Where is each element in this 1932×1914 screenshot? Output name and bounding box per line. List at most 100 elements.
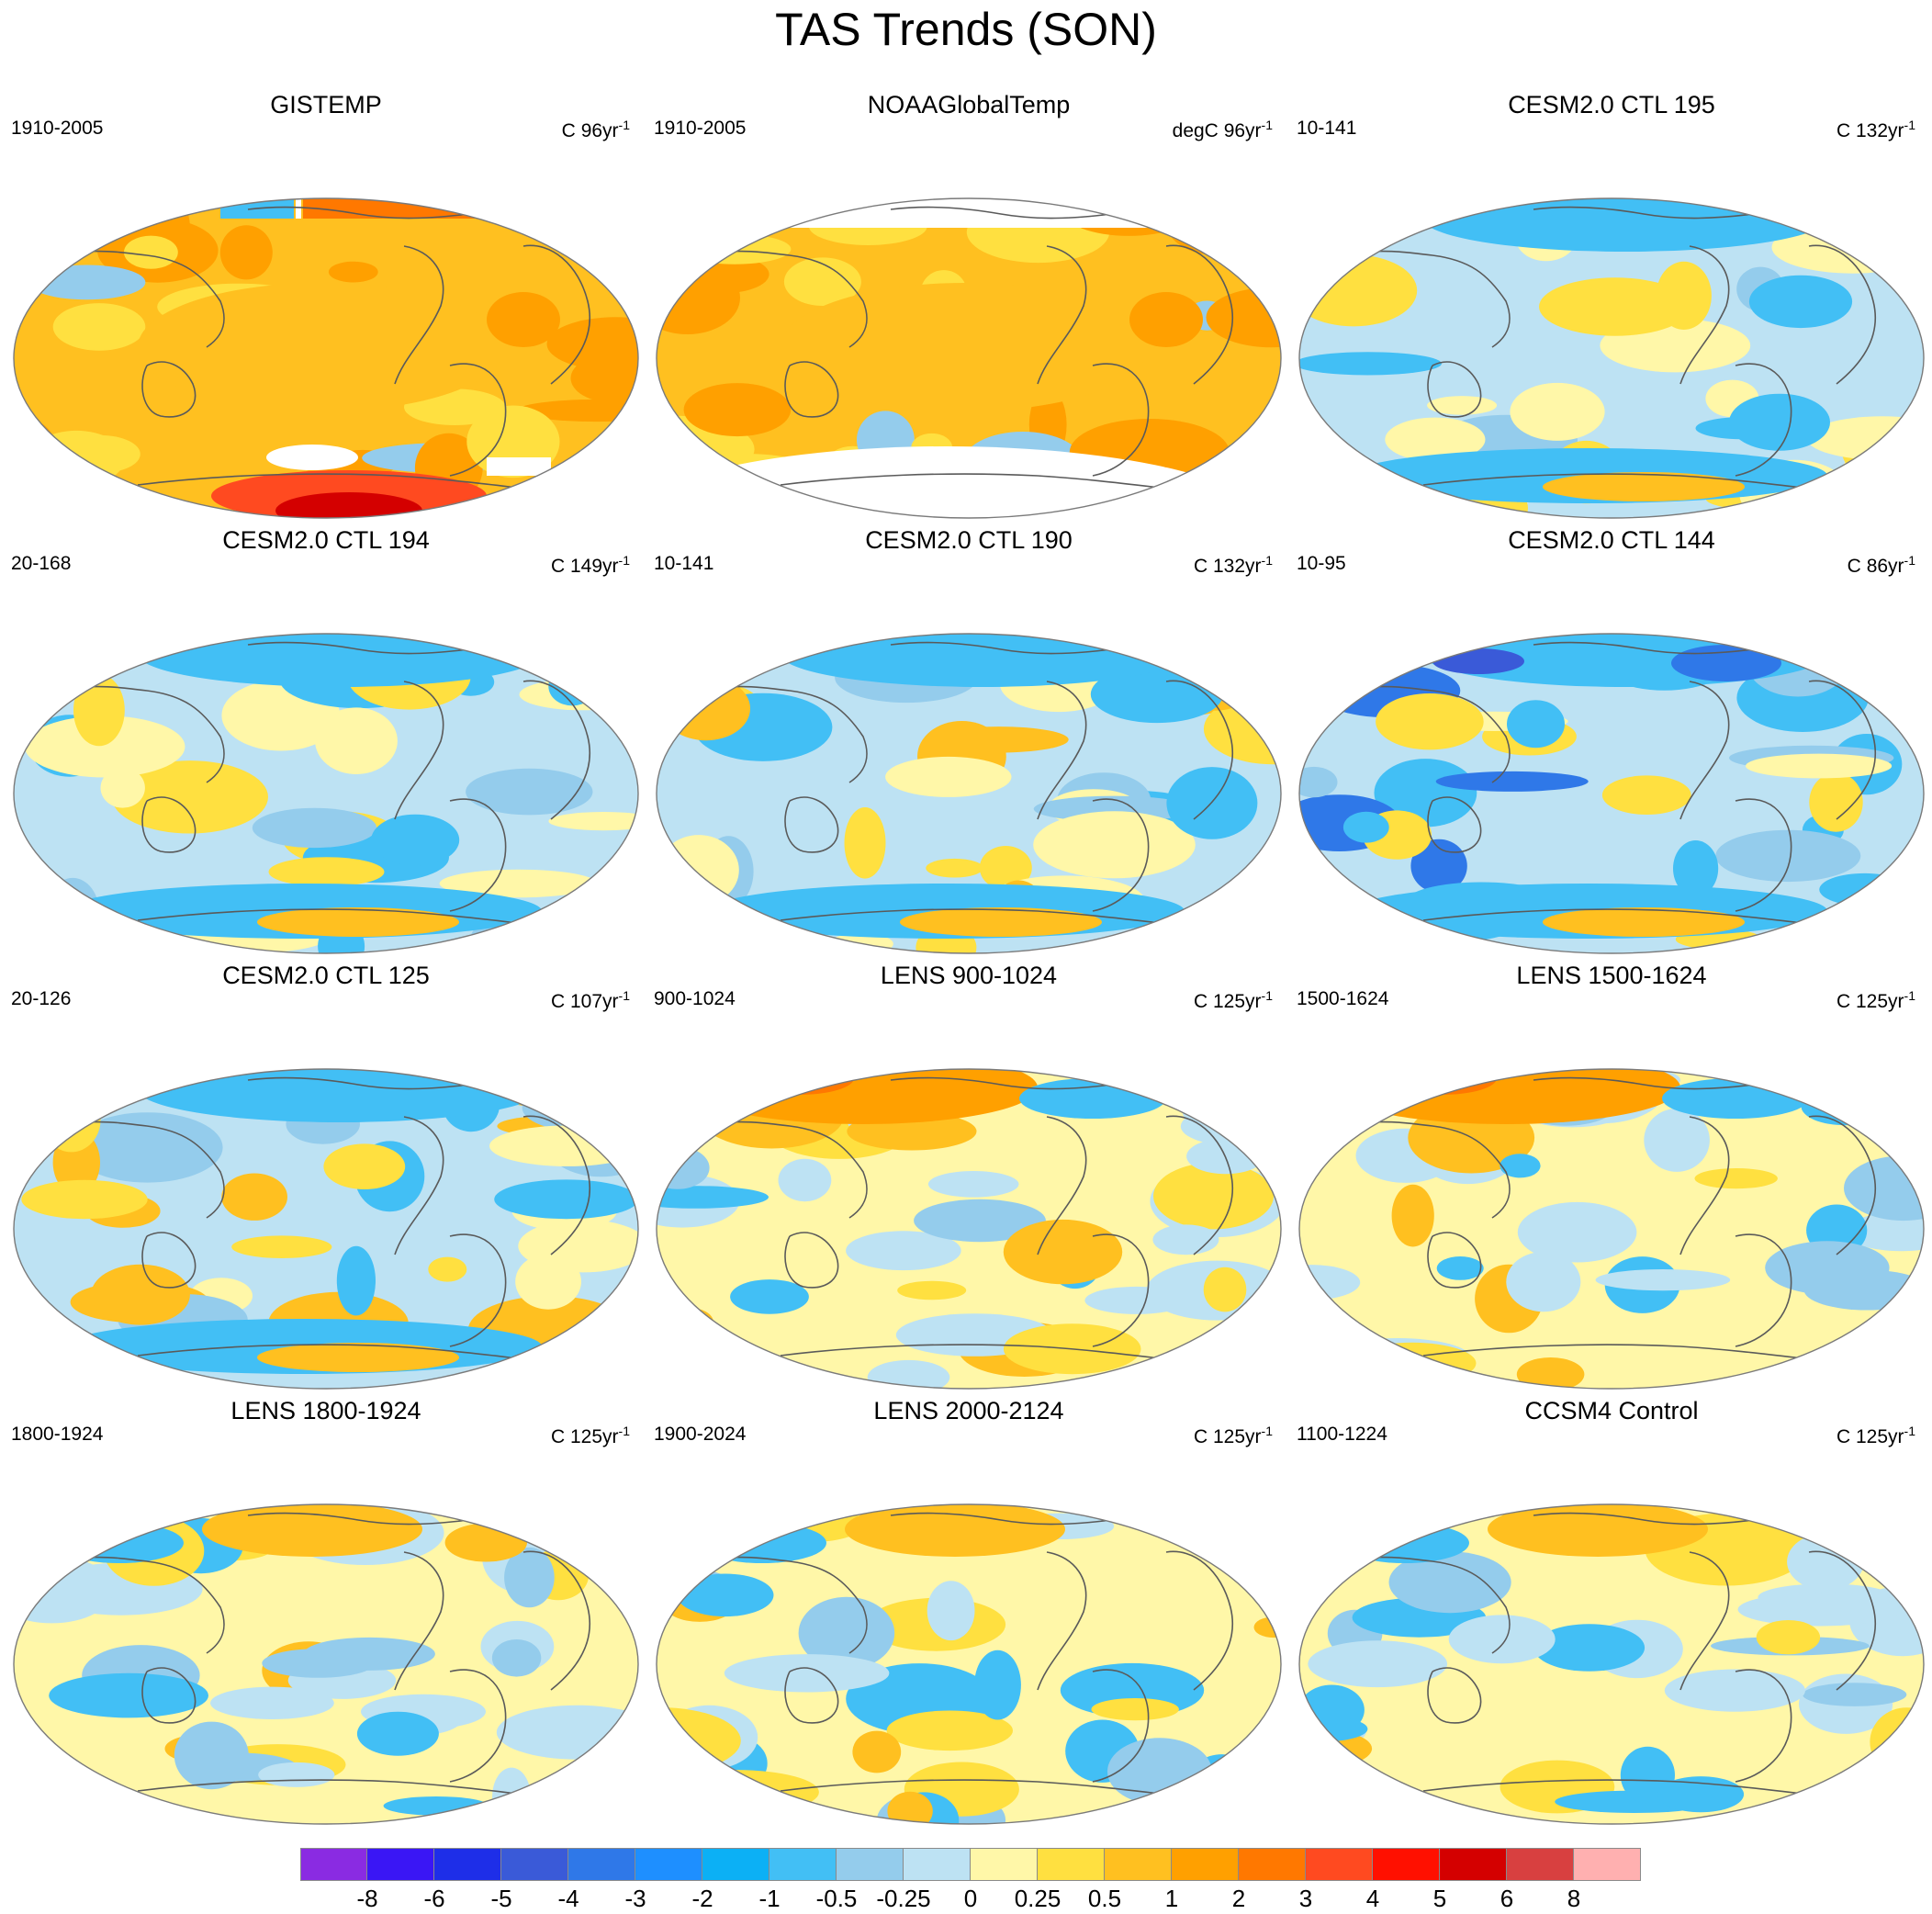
period-label: 20-168: [11, 553, 72, 574]
map-border: [656, 633, 1282, 954]
panel-title: LENS 1800-1924: [230, 1397, 421, 1424]
map-border: [1298, 633, 1925, 954]
colorbar-tick-label: 5: [1432, 1885, 1447, 1912]
colorbar-swatch: [702, 1848, 769, 1881]
period-label: 10-141: [1297, 118, 1357, 139]
map-border: [656, 1068, 1282, 1390]
map-panel: CESM2.0 CTL 195 10-141 C 132yr-1: [1295, 90, 1928, 531]
colorbar-tick-label: -2: [691, 1885, 713, 1912]
trend-length: 132: [1856, 120, 1889, 141]
map-panel: CESM2.0 CTL 190 10-141 C 132yr-1: [652, 525, 1286, 966]
colorbar-tick-label: -8: [356, 1885, 378, 1912]
map-field: [657, 1069, 1281, 1389]
period-label: 1900-2024: [654, 1424, 747, 1445]
units-text: C: [1193, 991, 1208, 1012]
world-map: [13, 1503, 639, 1825]
map-border: [13, 633, 639, 954]
trend-suffix: yr: [1888, 556, 1904, 577]
colorbar-swatch: [501, 1848, 568, 1881]
world-map: [656, 633, 1282, 954]
colorbar-swatch: [568, 1848, 635, 1881]
trend-suffix: yr: [1245, 120, 1262, 141]
colorbar-tick-label: -0.25: [876, 1885, 931, 1912]
period-label: 900-1024: [654, 988, 736, 1009]
map-field: [1299, 1504, 1924, 1824]
panel-title: CESM2.0 CTL 144: [1508, 526, 1715, 554]
colorbar-swatch: [1172, 1848, 1239, 1881]
map-field: [657, 1504, 1281, 1824]
trend-length: 107: [570, 991, 603, 1012]
map-panel: CESM2.0 CTL 194 20-168 C 149yr-1: [9, 525, 643, 966]
map-field: [14, 634, 638, 953]
colorbar-tick-label: 0.5: [1087, 1885, 1122, 1912]
map-border: [13, 1068, 639, 1390]
units-label: degC 96yr-1: [1173, 114, 1273, 142]
units-text: C: [1836, 120, 1851, 141]
panel-title: LENS 2000-2124: [873, 1397, 1064, 1424]
trend-length: 132: [1213, 556, 1246, 577]
world-map: [1298, 197, 1925, 519]
panel-title: LENS 1500-1624: [1516, 962, 1707, 989]
colorbar-swatch: [971, 1848, 1038, 1881]
world-map: [13, 1068, 639, 1390]
trend-suffix: yr: [1888, 1426, 1904, 1447]
panel-title: CESM2.0 CTL 194: [222, 526, 430, 554]
colorbar-tick-label: 2: [1231, 1885, 1246, 1912]
period-label: 1910-2005: [654, 118, 747, 139]
units-label: C 125yr-1: [1194, 1420, 1273, 1448]
trend-length: 125: [1213, 1426, 1246, 1447]
trend-suffix: yr: [602, 556, 619, 577]
map-field: [1299, 198, 1924, 518]
units-exponent: -1: [618, 553, 630, 568]
map-panel: LENS 1500-1624 1500-1624 C 125yr-1: [1295, 961, 1928, 1402]
colorbar-tick-label: -1: [758, 1885, 781, 1912]
colorbar-swatch: [904, 1848, 971, 1881]
units-exponent: -1: [618, 1424, 630, 1438]
units-label: C 96yr-1: [562, 114, 630, 142]
colorbar-swatch: [1373, 1848, 1440, 1881]
colorbar-tick-label: 0.25: [1014, 1885, 1061, 1912]
colorbar-swatch: [1574, 1848, 1641, 1881]
period-label: 1800-1924: [11, 1424, 104, 1445]
trend-length: 125: [1856, 1426, 1889, 1447]
map-border: [656, 197, 1282, 519]
trend-suffix: yr: [1245, 991, 1262, 1012]
units-text: degC: [1172, 120, 1219, 141]
units-exponent: -1: [1261, 988, 1273, 1003]
world-map: [1298, 633, 1925, 954]
colorbar-swatch: [300, 1848, 367, 1881]
colorbar-swatch: [1306, 1848, 1373, 1881]
map-border: [13, 1503, 639, 1825]
map-field: [657, 634, 1281, 953]
units-label: C 107yr-1: [551, 985, 630, 1013]
units-text: C: [1193, 1426, 1208, 1447]
panel-title: LENS 900-1024: [880, 962, 1058, 989]
map-panel: LENS 1800-1924 1800-1924 C 125yr-1: [9, 1396, 643, 1837]
map-border: [1298, 197, 1925, 519]
map-panel: LENS 900-1024 900-1024 C 125yr-1: [652, 961, 1286, 1402]
units-text: C: [561, 120, 576, 141]
colorbar-tick-label: 4: [1365, 1885, 1380, 1912]
period-label: 1100-1224: [1297, 1424, 1387, 1445]
colorbar-swatch: [1038, 1848, 1105, 1881]
trend-length: 96: [580, 120, 603, 141]
trend-suffix: yr: [1245, 556, 1262, 577]
units-text: C: [550, 1426, 566, 1447]
map-border: [13, 197, 639, 519]
units-label: C 125yr-1: [551, 1420, 630, 1448]
world-map: [656, 1068, 1282, 1390]
map-border: [1298, 1503, 1925, 1825]
units-label: C 149yr-1: [551, 549, 630, 578]
coastlines: [45, 641, 590, 930]
colorbar-tick-label: -6: [423, 1885, 445, 1912]
units-text: C: [1836, 1426, 1851, 1447]
panel-title: CESM2.0 CTL 195: [1508, 91, 1715, 118]
panel-title: CESM2.0 CTL 125: [222, 962, 430, 989]
units-exponent: -1: [618, 118, 630, 132]
colorbar-swatch: [635, 1848, 702, 1881]
colorbar-swatch: [769, 1848, 837, 1881]
colorbar-swatch: [837, 1848, 904, 1881]
trend-length: 149: [570, 556, 603, 577]
period-label: 1910-2005: [11, 118, 104, 139]
map-panel: CESM2.0 CTL 125 20-126 C 107yr-1: [9, 961, 643, 1402]
